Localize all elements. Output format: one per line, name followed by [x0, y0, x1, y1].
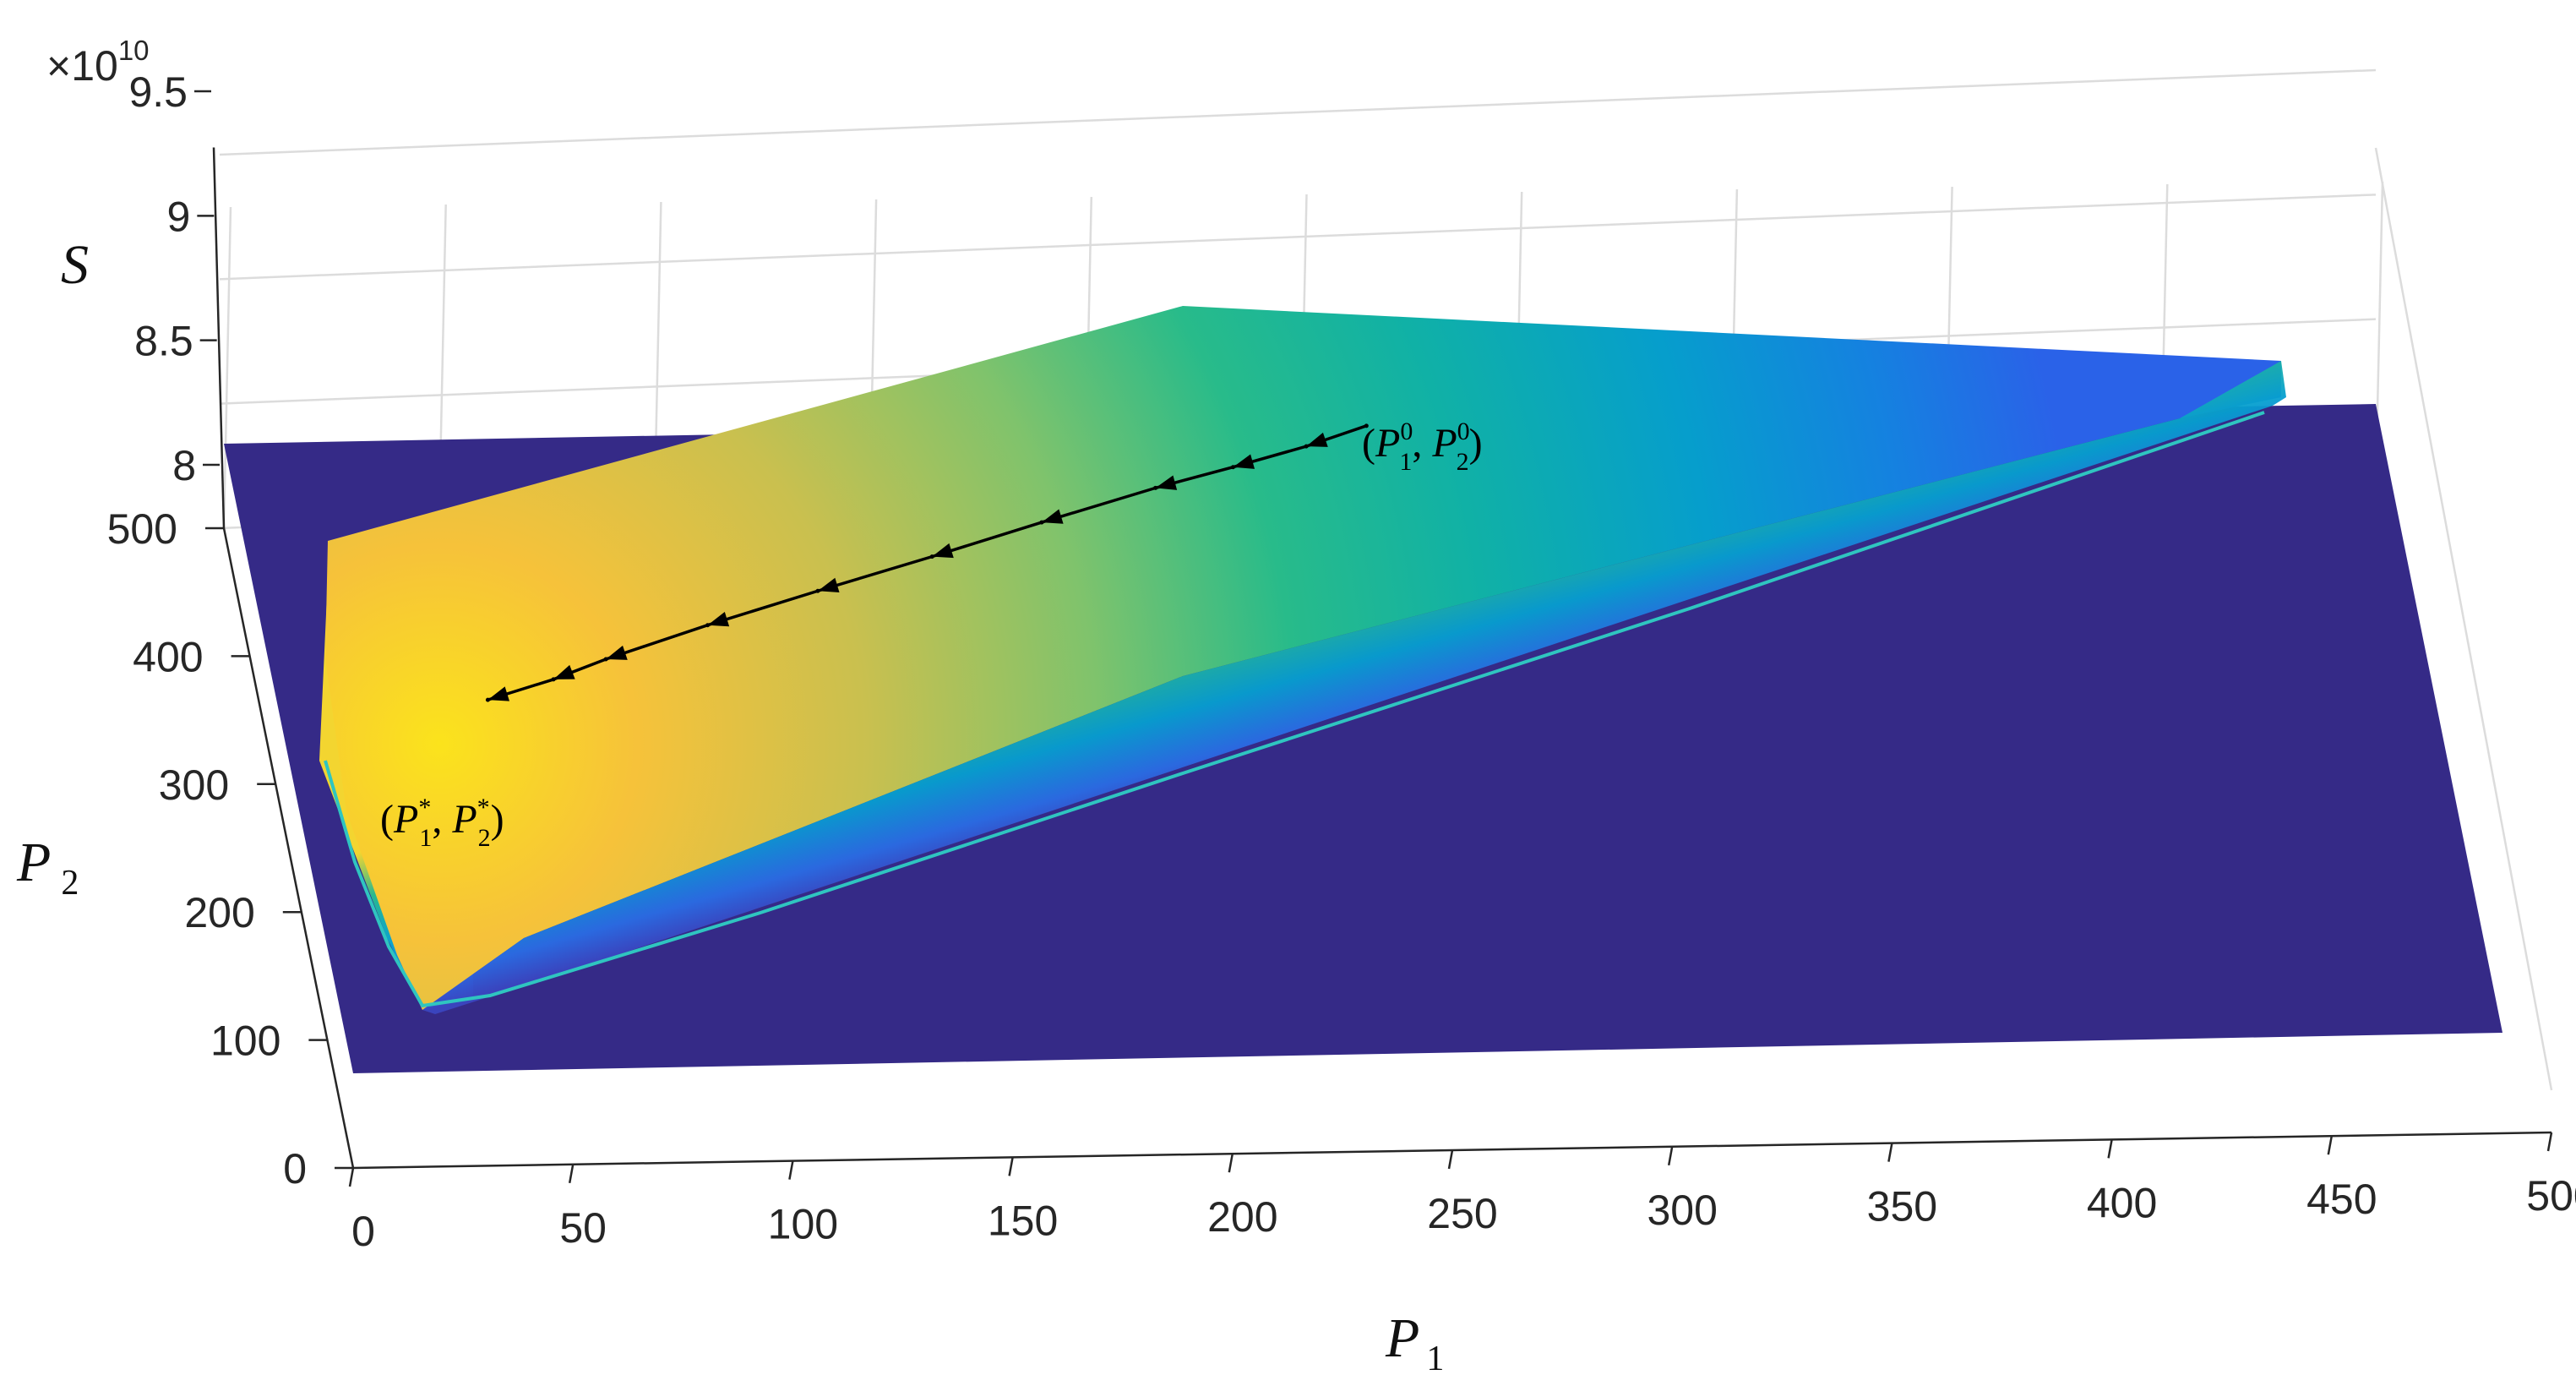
path-arrow-9 [553, 664, 575, 679]
z-scale-factor: ×1010 [46, 35, 150, 90]
z-tick-3: 9.5 [128, 68, 188, 116]
path-point-9 [551, 677, 556, 682]
path-arrow-1 [1306, 432, 1328, 447]
path-point-6 [815, 588, 820, 593]
path-arrow-4 [1042, 509, 1064, 524]
x-tick-labels: 0 50 100 150 200 250 300 350 400 450 500 [348, 1132, 2576, 1255]
x-tick-mark-9 [2327, 1135, 2334, 1155]
path-point-8 [603, 657, 608, 662]
z-tick-0: 8 [172, 442, 196, 489]
x-tick-6: 300 [1647, 1187, 1717, 1234]
x-axis-label-subscript: 1 [1426, 1340, 1444, 1378]
grid-line-z-2 [219, 194, 2377, 281]
path-point-3 [1153, 485, 1158, 490]
path-point-4 [1039, 520, 1044, 525]
x-tick-mark-7 [1887, 1143, 1893, 1162]
path-point-2 [1230, 465, 1235, 470]
x-tick-3: 150 [988, 1197, 1058, 1244]
x-tick-mark-8 [2107, 1139, 2113, 1159]
y-axis-label-subscript: 2 [61, 864, 79, 903]
z-tick-2: 9 [167, 193, 191, 240]
grid-line-x-0 [222, 206, 232, 529]
y-tick-2: 200 [184, 889, 254, 936]
gradient-path [485, 423, 1369, 702]
x-tick-0: 0 [351, 1208, 375, 1255]
z-axis-label: S [61, 234, 89, 296]
x-tick-10: 500 [2526, 1172, 2576, 1220]
y-tick-labels: 0 100 200 300 400 500 [107, 505, 353, 1192]
path-point-7 [705, 623, 711, 628]
x-tick-mark-3 [1008, 1157, 1014, 1176]
x-tick-mark-2 [788, 1160, 794, 1180]
path-arrow-2 [1233, 454, 1255, 469]
start-point-annotation: (P0 1, P0 2) [1362, 417, 1483, 476]
x-tick-5: 250 [1427, 1190, 1497, 1237]
grid-line-right-wall [2374, 147, 2553, 1091]
y-axis-line [222, 527, 355, 1169]
path-arrow-6 [817, 577, 840, 592]
x-tick-7: 350 [1867, 1183, 1937, 1230]
path-point-5 [929, 554, 934, 559]
x-tick-2: 100 [768, 1201, 838, 1248]
path-arrow-3 [1155, 475, 1178, 490]
path-point-1 [1304, 444, 1309, 449]
x-tick-mark-4 [1228, 1153, 1234, 1173]
grid-line-z-3 [219, 68, 2377, 156]
x-tick-9: 450 [2306, 1176, 2377, 1223]
z-scale-exponent: 10 [118, 35, 150, 66]
x-tick-mark-0 [348, 1167, 355, 1187]
y-tick-5: 500 [107, 505, 177, 553]
surface-edge-line [324, 411, 2265, 1008]
y-tick-3: 300 [159, 761, 229, 809]
z-tick-labels: 8 8.5 9 9.5 [128, 68, 220, 489]
end-point-annotation: (P* 1, P* 2) [380, 794, 504, 852]
z-axis-line [212, 147, 226, 529]
path-arrow-7 [707, 612, 730, 627]
x-tick-mark-10 [2546, 1132, 2553, 1152]
y-tick-0: 0 [283, 1145, 307, 1192]
path-arrow-5 [932, 543, 954, 559]
y-tick-1: 100 [210, 1018, 280, 1065]
x-tick-1: 50 [559, 1204, 607, 1252]
x-tick-mark-1 [568, 1164, 575, 1184]
path-point-0 [1364, 423, 1369, 428]
y-tick-4: 400 [133, 633, 203, 680]
path-arrow-8 [606, 645, 628, 660]
surface-top [325, 306, 2281, 1010]
x-tick-mark-6 [1667, 1146, 1674, 1166]
surface [319, 306, 2286, 1014]
z-tick-1: 8.5 [134, 318, 193, 365]
path-arrow-10 [487, 686, 509, 701]
x-tick-8: 400 [2087, 1179, 2157, 1226]
x-tick-4: 200 [1207, 1193, 1277, 1241]
surface-front-strip [422, 361, 2286, 1014]
path-point-10 [485, 697, 490, 702]
x-tick-mark-5 [1447, 1149, 1454, 1170]
